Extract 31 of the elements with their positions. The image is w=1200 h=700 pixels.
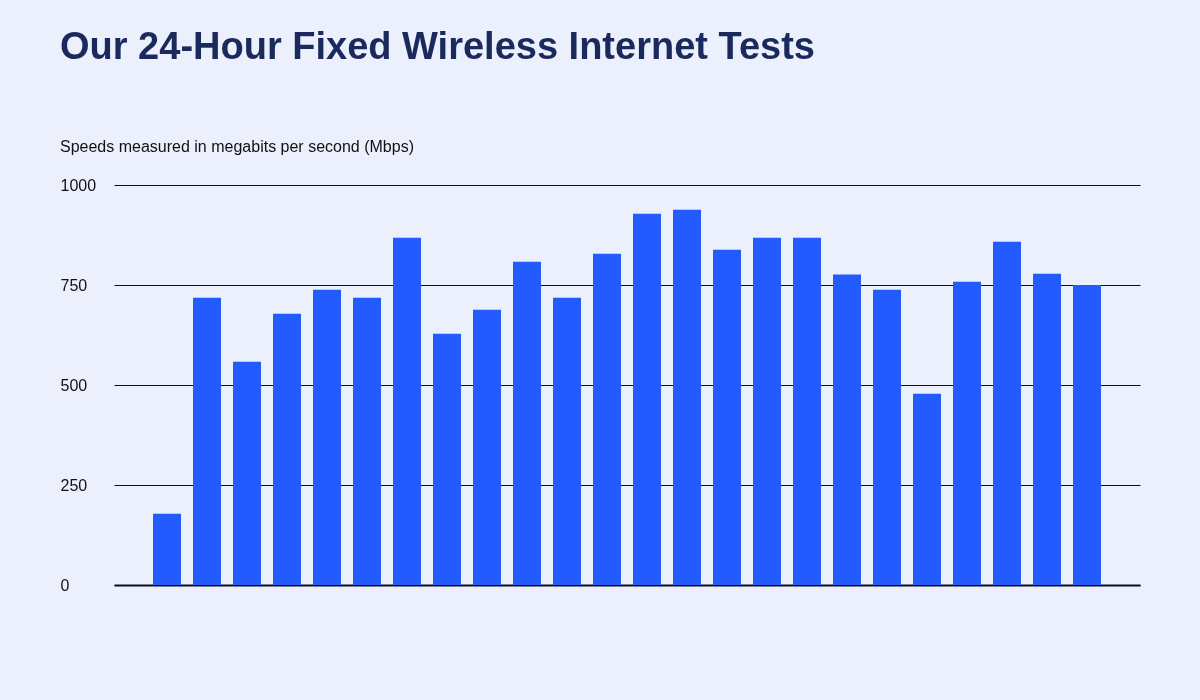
bar <box>433 333 461 585</box>
bar <box>993 241 1021 585</box>
bar <box>873 289 901 585</box>
chart-subtitle: Speeds measured in megabits per second (Mbps) <box>60 138 414 155</box>
bar <box>393 237 421 585</box>
y-tick-label: 750 <box>60 276 88 294</box>
y-tick-label: 500 <box>60 376 88 394</box>
bar <box>153 513 181 585</box>
bar <box>633 213 661 585</box>
bar <box>1073 285 1101 585</box>
bar <box>193 297 221 585</box>
bar <box>753 237 781 585</box>
bar <box>273 313 301 585</box>
bar <box>833 274 861 585</box>
bar <box>593 253 621 585</box>
chart-title: Our 24-Hour Fixed Wireless Internet Tests <box>60 25 815 67</box>
bar <box>553 297 581 585</box>
bar <box>713 249 741 585</box>
y-tick-label: 250 <box>60 476 88 494</box>
bar <box>473 309 501 585</box>
bar <box>313 289 341 585</box>
y-tick-label: 1000 <box>60 176 97 194</box>
bar <box>233 361 261 585</box>
bar <box>953 281 981 585</box>
bar <box>793 237 821 585</box>
bar <box>913 393 941 585</box>
bar <box>513 261 541 585</box>
bar <box>353 297 381 585</box>
bar <box>673 209 701 585</box>
y-tick-label: 0 <box>60 576 70 594</box>
bar <box>1033 273 1061 585</box>
